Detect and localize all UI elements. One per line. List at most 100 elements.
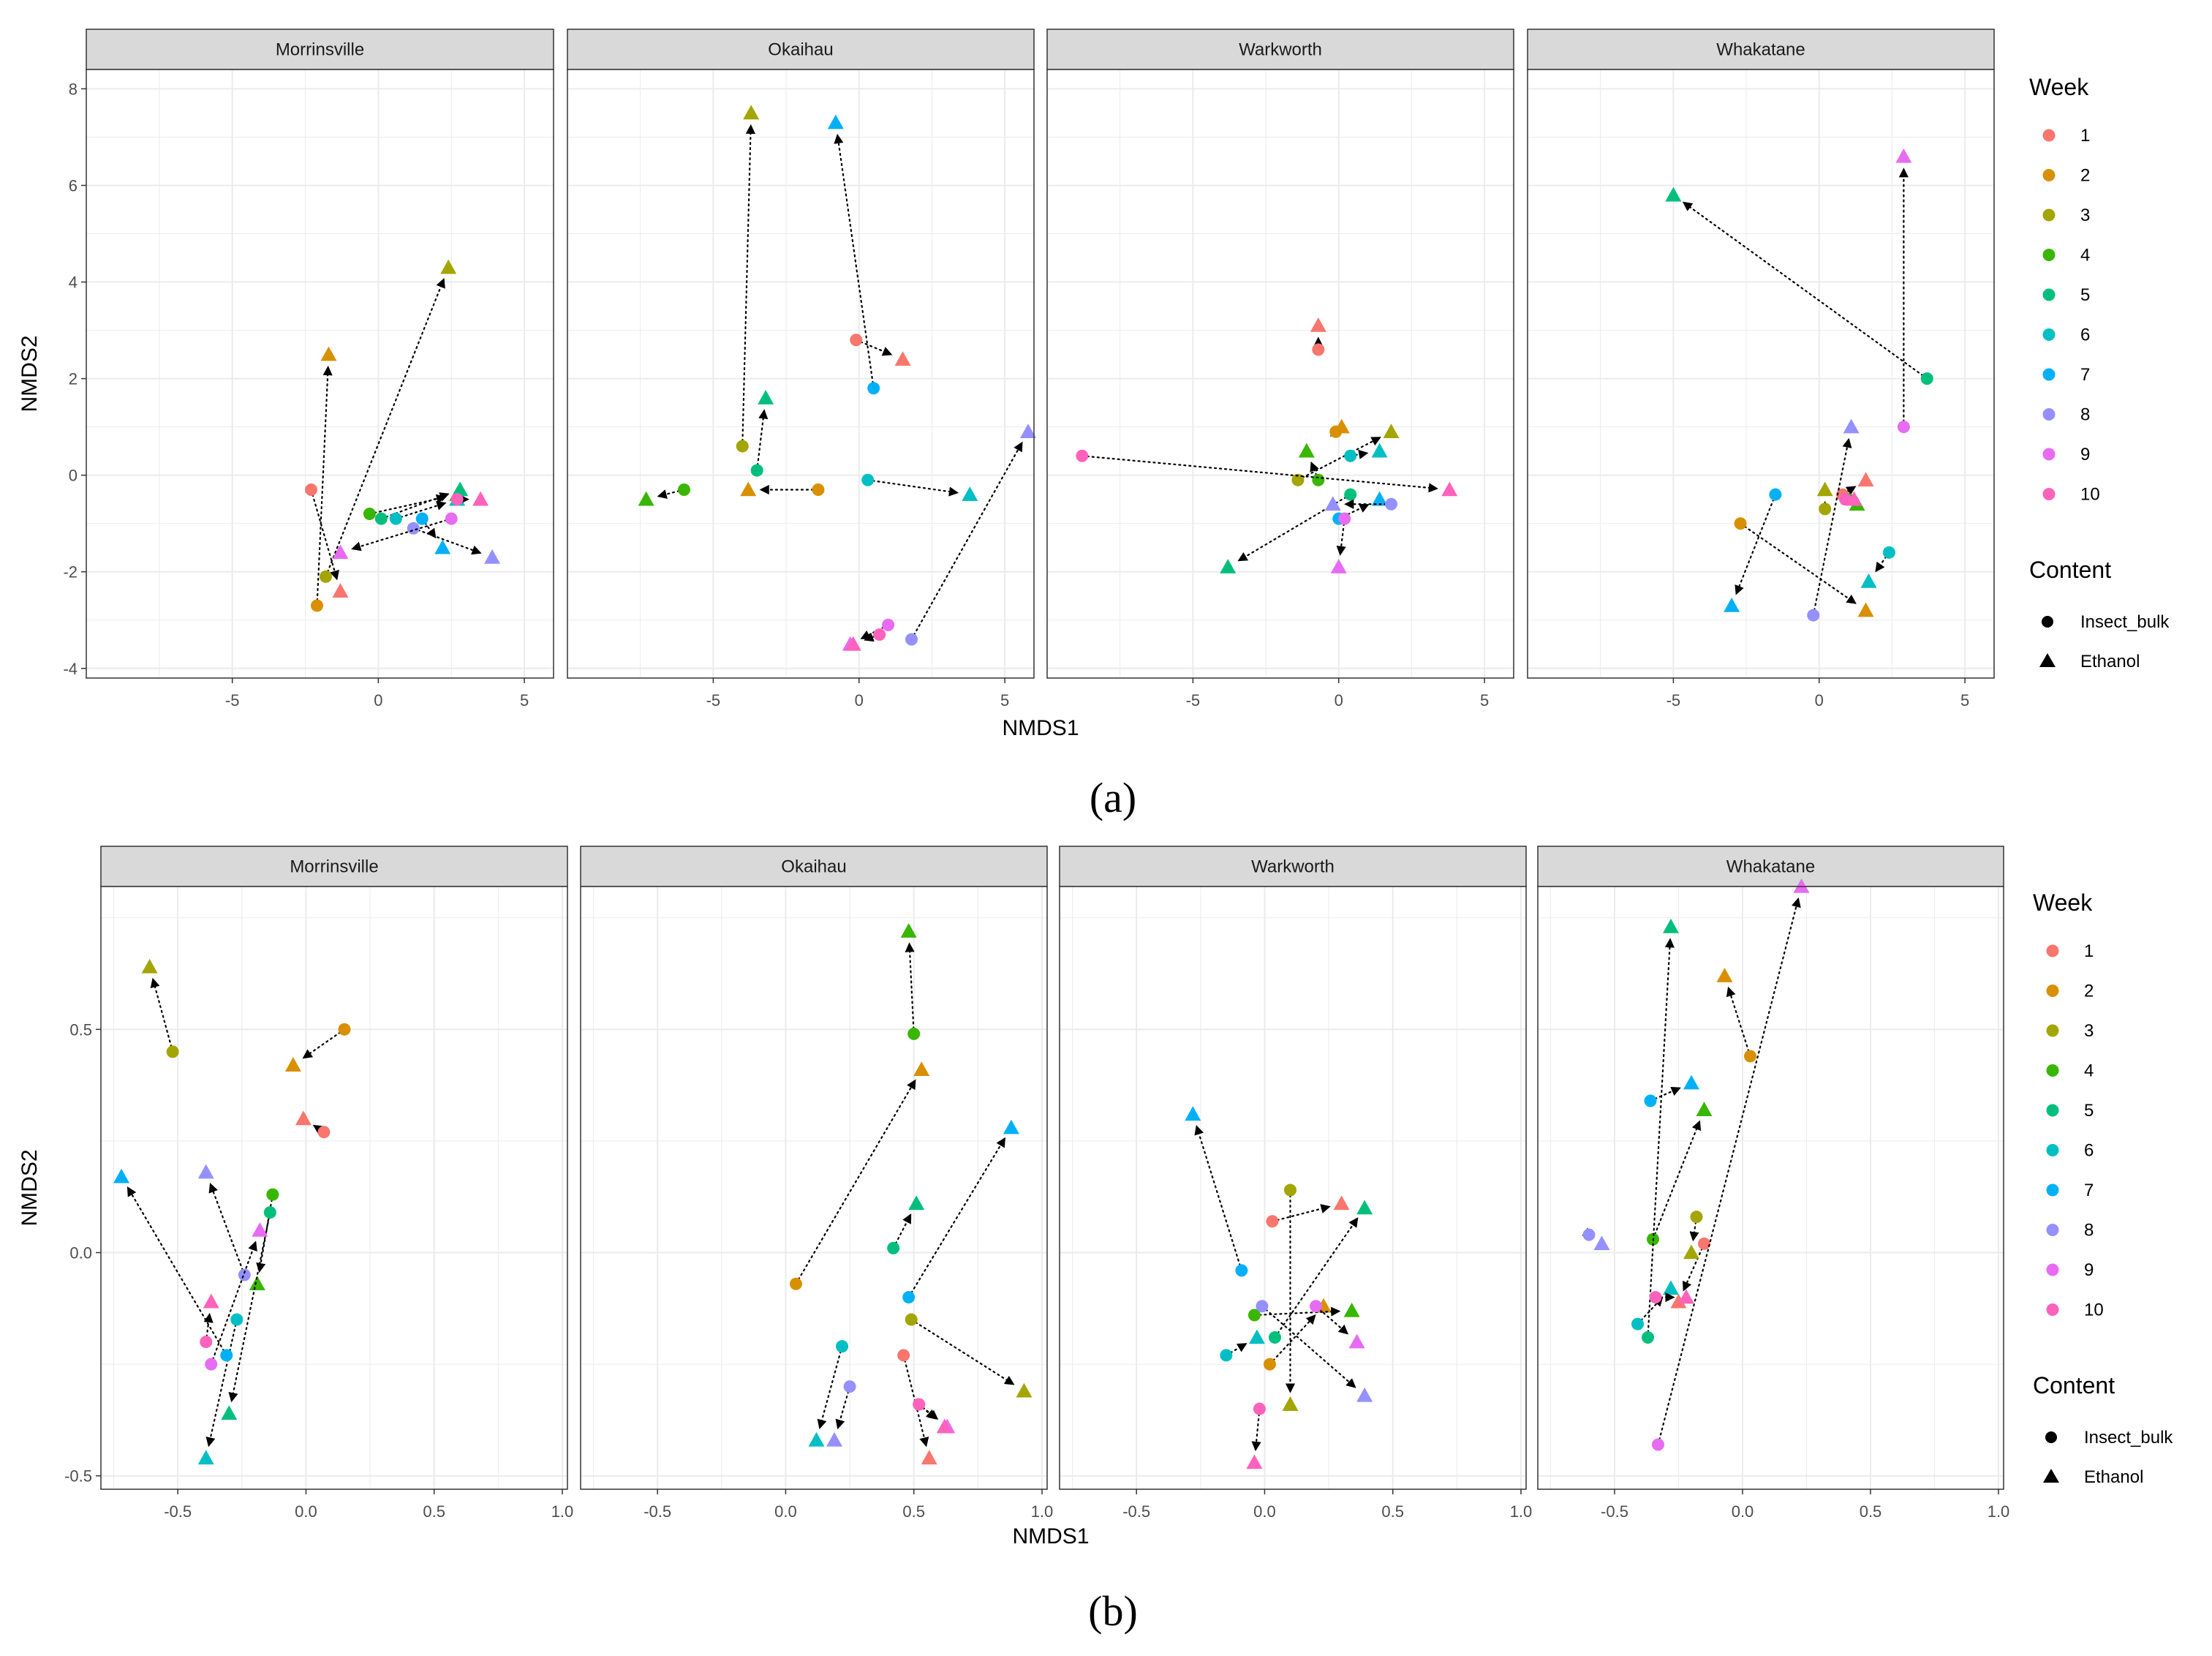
legend-week-4-label: 4 <box>2084 1061 2094 1081</box>
legend-week-4-swatch <box>2046 1064 2059 1077</box>
week-10-connector <box>918 1403 937 1420</box>
week-7-ethanol-point <box>113 1168 130 1183</box>
legend-ethanol-label: Ethanol <box>2080 652 2140 671</box>
week-2-ethanol-point <box>1333 418 1350 434</box>
week-8-connector <box>910 441 1023 641</box>
x-tick-label: 1.0 <box>1031 1502 1054 1521</box>
week-10-ethanol-point <box>845 636 861 651</box>
legend-week-5-swatch <box>2042 288 2056 301</box>
week-10-insect-bulk-point <box>873 628 886 641</box>
week-7-ethanol-point <box>1371 491 1388 506</box>
week-7-insect-bulk-point <box>902 1291 916 1304</box>
week-2-insect-bulk-point <box>311 599 324 612</box>
figure-b: Morrinsville-0.5 0.0 0.5 1.0-0.50.00.5Okaih… <box>18 846 2009 1548</box>
week-9-insect-bulk-point <box>882 618 895 631</box>
week-6-connector <box>867 479 959 497</box>
x-tick-label: 0.5 <box>1860 1502 1882 1521</box>
panel-background <box>101 887 567 1489</box>
week-2-connector <box>1269 1314 1316 1366</box>
x-tick-label: -0.5 <box>164 1502 192 1521</box>
y-tick-label: 4 <box>69 274 78 292</box>
legend-week-7-label: 7 <box>2080 365 2090 385</box>
x-tick-label: 0 <box>1335 691 1343 710</box>
week-10-ethanol-point <box>203 1293 219 1309</box>
week-8-connector <box>208 1183 246 1276</box>
legend-insect-bulk-swatch <box>2045 1431 2057 1443</box>
week-8-ethanol-point <box>1843 418 1860 434</box>
week-7-ethanol-point <box>1003 1119 1019 1134</box>
legend-week-6-swatch <box>2042 328 2056 341</box>
panel-okaihau: Okaihau -0.5 0.0 0.5 1.0 <box>580 846 1054 1521</box>
week-6-connector <box>395 500 447 520</box>
week-6-ethanol-point <box>808 1431 825 1447</box>
week-10-insect-bulk-point <box>1649 1291 1662 1304</box>
legend-week-7-swatch <box>2046 1183 2059 1197</box>
panel-background <box>1538 887 2004 1489</box>
x-tick-label: -0.5 <box>643 1502 671 1521</box>
panel-title: Warkworth <box>1239 40 1322 60</box>
week-4-ethanol-point <box>1298 443 1315 458</box>
gridlines <box>1046 69 1514 678</box>
week-3-ethanol-point <box>141 958 158 974</box>
legend-b: Week 1 2 3 4 5 6 7 8 9 10 Content Insect_bulk Ethanol <box>2033 889 2173 1487</box>
week-4-insect-bulk-point <box>1247 1309 1261 1322</box>
week-2-insect-bulk-point <box>1744 1050 1756 1063</box>
panel-border <box>1537 886 2004 1490</box>
panel-border <box>1527 69 1995 679</box>
legend-ethanol-swatch <box>2043 1469 2059 1483</box>
week-4-connector <box>1652 1120 1702 1241</box>
week-1-connector <box>310 489 339 581</box>
week-2-ethanol-point <box>1857 602 1874 617</box>
legend-week-9-swatch <box>2042 448 2056 461</box>
caption-a: (a) <box>1090 774 1136 821</box>
week-3-ethanol-point <box>1683 1244 1699 1260</box>
week-8-ethanol-point <box>1356 1387 1373 1402</box>
week-7-insect-bulk-point <box>867 382 880 395</box>
week-3-connector <box>741 124 756 448</box>
week-3-ethanol-point <box>1816 481 1833 497</box>
week-2-ethanol-point <box>284 1057 301 1072</box>
x-tick-label: -5 <box>225 691 240 710</box>
week-10-insect-bulk-point <box>200 1336 213 1349</box>
week-6-ethanol-point <box>1371 443 1388 458</box>
x-tick-label: 0.5 <box>1381 1502 1404 1521</box>
week-6-connector <box>1875 552 1890 573</box>
week-1-insect-bulk-point <box>1266 1215 1279 1228</box>
week-5-insect-bulk-point <box>1268 1331 1281 1344</box>
week-1-insect-bulk-point <box>1698 1237 1710 1250</box>
week-5-connector <box>228 1211 271 1403</box>
panel-border <box>100 886 568 1490</box>
panel-border <box>1046 69 1514 679</box>
week-2-insect-bulk-point <box>1263 1358 1276 1371</box>
week-6-connector <box>817 1345 843 1430</box>
panel-whakatane: Whakatane -0.5 0.0 0.5 1.0 <box>1537 846 2009 1521</box>
week-10-ethanol-point <box>472 491 489 506</box>
panel-border <box>567 69 1035 679</box>
legend-week-8-swatch <box>2046 1224 2059 1236</box>
week-3-ethanol-point <box>1383 424 1400 439</box>
week-10-ethanol-point <box>1441 481 1458 497</box>
week-6-insect-bulk-point <box>389 512 402 525</box>
week-2-connector <box>302 1028 346 1059</box>
x-tick-label: -5 <box>1186 691 1201 710</box>
panel-title: Whakatane <box>1726 857 1815 877</box>
legend-week-4-label: 4 <box>2080 246 2090 266</box>
legend-week-2-swatch <box>2042 169 2056 181</box>
week-5-connector <box>1647 938 1675 1339</box>
y-axis-title: NMDS2 <box>18 1149 42 1226</box>
week-5-connector <box>1682 201 1928 380</box>
legend-week-title: Week <box>2029 74 2089 100</box>
legend-week-5-swatch <box>2046 1104 2059 1117</box>
y-tick-label: 0.5 <box>69 1020 92 1039</box>
week-1-ethanol-point <box>1310 317 1326 332</box>
week-4-insect-bulk-point <box>678 483 690 496</box>
week-8-connector <box>835 1385 851 1430</box>
x-tick-label: 0.0 <box>1253 1502 1276 1521</box>
legend-week-3-swatch <box>2046 1024 2059 1037</box>
x-tick-label: 5 <box>520 691 529 710</box>
week-7-connector <box>421 517 437 539</box>
legend-week-1-label: 1 <box>2080 126 2090 146</box>
week-10-connector <box>1081 455 1438 493</box>
